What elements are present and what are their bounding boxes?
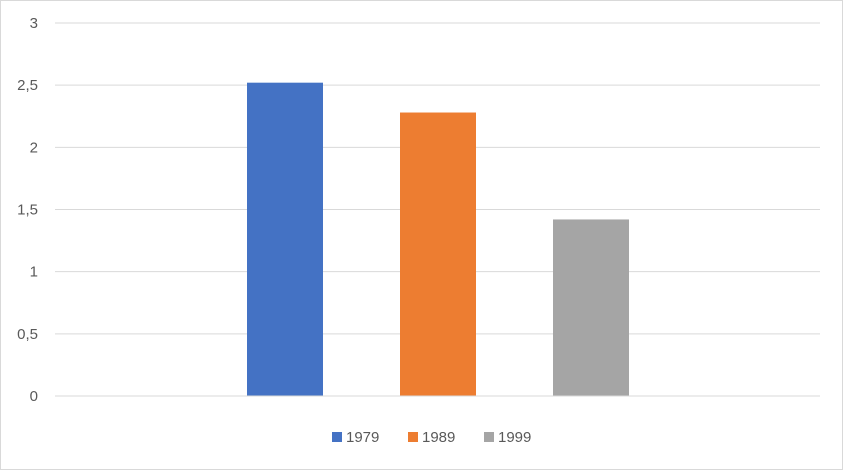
legend-swatch-1979 — [332, 432, 342, 442]
legend: 1979 1989 1999 — [332, 429, 531, 446]
y-tick-label: 2 — [30, 139, 38, 156]
legend-label-1979: 1979 — [346, 429, 379, 446]
bar-1989 — [400, 112, 476, 397]
y-axis-tick-labels: 0 0,5 1 1,5 2 2,5 3 — [17, 15, 38, 405]
bar-1979 — [247, 82, 323, 397]
y-tick-label: 3 — [30, 15, 38, 32]
y-tick-label: 0 — [30, 388, 38, 405]
legend-label-1989: 1989 — [422, 429, 455, 446]
y-tick-label: 1,5 — [17, 202, 38, 219]
y-tick-label: 1 — [30, 264, 38, 281]
bars — [247, 82, 629, 397]
y-tick-label: 0,5 — [17, 326, 38, 343]
bar-1999 — [553, 219, 629, 396]
legend-label-1999: 1999 — [498, 429, 531, 446]
gridlines — [55, 22, 820, 335]
legend-swatch-1999 — [484, 432, 494, 442]
y-tick-label: 2,5 — [17, 77, 38, 94]
legend-swatch-1989 — [408, 432, 418, 442]
